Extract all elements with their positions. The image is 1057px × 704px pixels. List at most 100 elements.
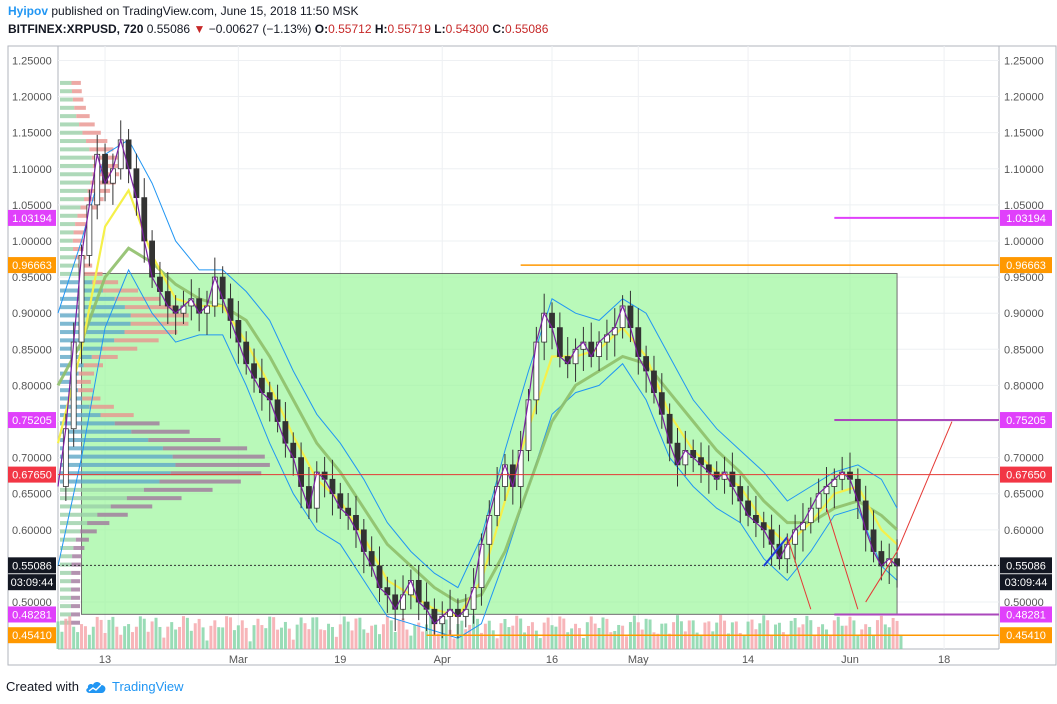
time-tick: May bbox=[628, 654, 649, 666]
volume-bar bbox=[244, 627, 248, 649]
price-tick-right: 1.15000 bbox=[1004, 128, 1044, 140]
volume-bar bbox=[491, 630, 495, 649]
volume-bar bbox=[256, 618, 260, 649]
volume-bar bbox=[613, 631, 617, 649]
volume-bar bbox=[185, 617, 189, 649]
volume-profile-bar bbox=[87, 521, 110, 526]
volume-bar bbox=[123, 626, 127, 649]
volume-bar bbox=[527, 625, 530, 649]
volume-profile-bar bbox=[73, 230, 85, 235]
volume-bar bbox=[785, 635, 789, 649]
price-tick-left: 0.85000 bbox=[12, 344, 52, 356]
time-tick: 13 bbox=[99, 654, 111, 666]
tradingview-link[interactable]: TradingView bbox=[85, 679, 184, 694]
volume-profile-bar bbox=[76, 114, 90, 119]
volume-profile-bar bbox=[89, 147, 114, 152]
volume-bar bbox=[515, 615, 519, 649]
volume-bar bbox=[252, 625, 256, 649]
volume-bar bbox=[146, 631, 150, 649]
volume-bar bbox=[291, 639, 295, 649]
projection-arrow bbox=[786, 536, 812, 610]
volume-profile-bar bbox=[60, 247, 74, 252]
volume-profile-bar bbox=[77, 213, 92, 218]
volume-bar bbox=[166, 626, 170, 649]
volume-profile-bar bbox=[114, 421, 160, 426]
volume-bar bbox=[836, 616, 840, 649]
volume-profile-bar bbox=[60, 379, 77, 384]
volume-bar bbox=[170, 622, 174, 649]
volume-profile-bar bbox=[60, 595, 72, 600]
volume-bar bbox=[428, 615, 432, 649]
volume-bar bbox=[609, 632, 613, 649]
volume-profile-bar bbox=[60, 479, 160, 484]
volume-bar bbox=[750, 619, 754, 649]
projection-arrow bbox=[865, 551, 898, 603]
price-tick-right: 1.25000 bbox=[1004, 55, 1044, 67]
volume-bar bbox=[327, 623, 331, 649]
volume-bar bbox=[197, 618, 201, 649]
volume-bar bbox=[162, 637, 166, 649]
price-label-left: 0.55086 bbox=[12, 560, 52, 572]
price-tick-left: 0.80000 bbox=[12, 380, 52, 392]
volume-bar bbox=[883, 624, 887, 649]
volume-bar bbox=[150, 621, 154, 649]
projection-arrow bbox=[896, 421, 953, 552]
volume-profile-bar bbox=[60, 338, 115, 343]
price-label-left-bg bbox=[8, 574, 56, 591]
price-label-right-bg bbox=[1000, 412, 1052, 429]
volume-bar bbox=[354, 618, 358, 649]
price-tick-right: 1.20000 bbox=[1004, 92, 1044, 104]
author-name[interactable]: Hyipov bbox=[8, 4, 49, 18]
volume-bar bbox=[503, 618, 507, 649]
volume-bar bbox=[370, 625, 374, 649]
volume-bar bbox=[338, 624, 342, 649]
volume-bar bbox=[617, 624, 621, 649]
volume-bar bbox=[64, 618, 68, 649]
volume-bar bbox=[797, 627, 801, 649]
volume-bar bbox=[72, 626, 76, 649]
volume-bar bbox=[472, 615, 476, 649]
volume-bar bbox=[397, 619, 401, 649]
time-tick: 19 bbox=[334, 654, 346, 666]
time-tick: 16 bbox=[546, 654, 558, 666]
volume-profile-bar bbox=[78, 388, 93, 393]
volume-profile-bar bbox=[71, 80, 81, 85]
volume-bar bbox=[899, 635, 903, 649]
volume-bar bbox=[378, 634, 382, 649]
ohlc-line: BITFINEX:XRPUSD, 720 0.55086 ▼ −0.00627 … bbox=[8, 22, 548, 36]
volume-profile-bar bbox=[60, 80, 72, 85]
volume-bar bbox=[323, 630, 327, 649]
volume-bar bbox=[240, 620, 244, 649]
volume-bar bbox=[417, 622, 421, 649]
volume-profile-bar bbox=[82, 130, 101, 135]
volume-profile-bar bbox=[148, 438, 221, 443]
volume-bar bbox=[891, 617, 895, 649]
price-tick-left: 0.60000 bbox=[12, 525, 52, 537]
volume-bar bbox=[138, 616, 142, 649]
price-label-left: 1.03194 bbox=[12, 213, 52, 225]
volume-profile-bar bbox=[60, 429, 132, 434]
volume-bar bbox=[221, 627, 225, 649]
time-tick: 18 bbox=[938, 654, 950, 666]
volume-bar bbox=[134, 626, 138, 649]
volume-bar bbox=[726, 633, 730, 649]
down-arrow-icon: ▼ bbox=[193, 22, 206, 36]
volume-bar bbox=[781, 632, 785, 649]
volume-profile-bar bbox=[72, 554, 83, 559]
volume-profile-bar bbox=[60, 562, 72, 567]
volume-bar bbox=[848, 616, 852, 649]
volume-bar bbox=[640, 629, 644, 649]
volume-profile-bar bbox=[71, 612, 81, 617]
volume-bar bbox=[621, 625, 625, 649]
price-tick-left: 0.70000 bbox=[12, 453, 52, 465]
price-label-left: 0.45410 bbox=[12, 630, 52, 642]
price-label-right-bg bbox=[1000, 606, 1052, 623]
volume-bar bbox=[668, 633, 672, 649]
volume-profile-bar bbox=[60, 180, 91, 185]
volume-profile-bar bbox=[100, 413, 134, 418]
volume-bar bbox=[738, 632, 742, 649]
volume-profile-bar bbox=[126, 496, 182, 501]
volume-bar bbox=[574, 623, 578, 649]
volume-bar bbox=[127, 624, 131, 649]
